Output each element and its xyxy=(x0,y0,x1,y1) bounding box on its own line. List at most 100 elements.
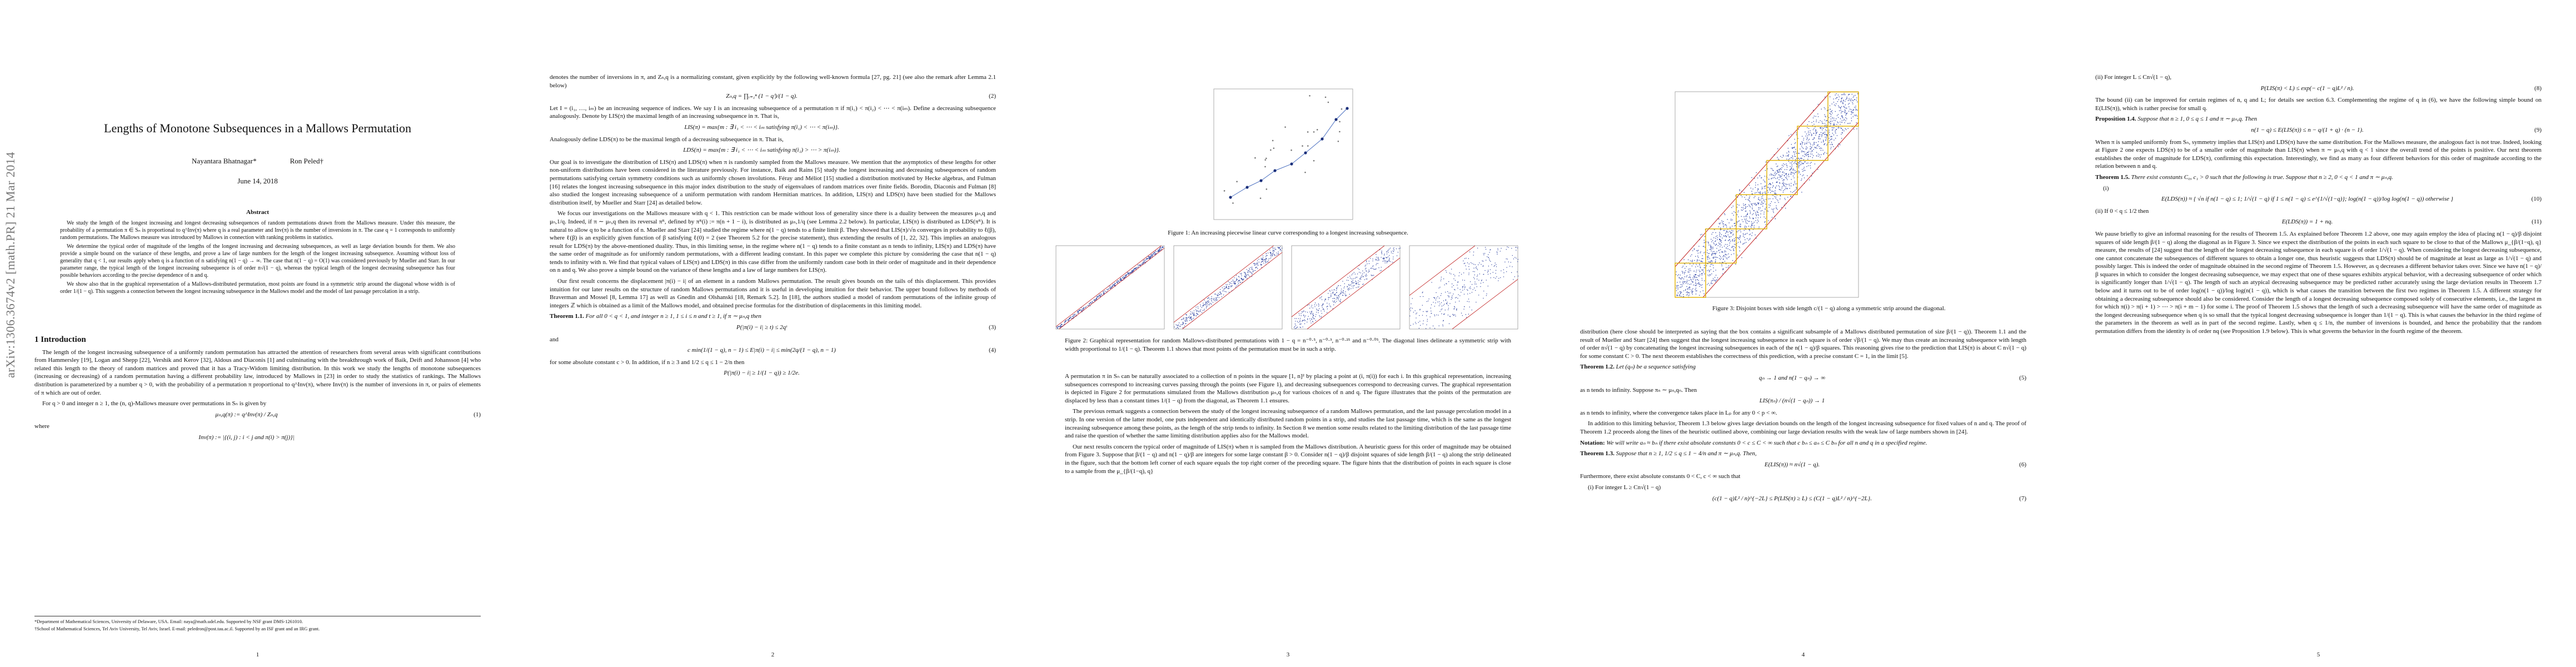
point xyxy=(1831,142,1832,143)
point xyxy=(1426,311,1427,312)
theorem: Theorem 1.3. Suppose that n ≥ 1, 1/2 ≤ q… xyxy=(1580,450,2026,458)
point xyxy=(1229,196,1232,199)
point xyxy=(1318,303,1319,305)
point xyxy=(1830,121,1831,122)
point xyxy=(1337,298,1338,299)
point xyxy=(1348,280,1349,281)
strip-line xyxy=(1702,122,1859,298)
abstract-paragraph: We show also that in the graphical repre… xyxy=(60,281,455,295)
point xyxy=(1149,257,1150,258)
point xyxy=(1453,285,1454,286)
point xyxy=(1344,286,1345,287)
point xyxy=(1830,113,1831,115)
point xyxy=(1702,269,1703,270)
point xyxy=(1466,268,1467,270)
point xyxy=(1324,299,1326,300)
point xyxy=(1228,286,1229,287)
point xyxy=(1315,316,1316,317)
point xyxy=(1391,252,1392,253)
point xyxy=(1127,273,1128,275)
point xyxy=(1321,137,1324,141)
point xyxy=(1061,326,1062,327)
point xyxy=(1351,281,1352,282)
point xyxy=(1793,191,1795,192)
point xyxy=(1354,273,1356,275)
point xyxy=(1311,311,1312,312)
frame xyxy=(1055,245,1165,330)
equation: (c(1 − q)L² / n)^{−2L} ≤ P(LIS(π) ≥ L) ≤… xyxy=(1580,495,2026,503)
point xyxy=(1474,283,1476,285)
point xyxy=(1728,256,1730,257)
point xyxy=(1811,135,1812,136)
point xyxy=(1100,296,1102,297)
point xyxy=(1459,272,1460,273)
point xyxy=(1756,215,1757,216)
point xyxy=(1359,278,1361,280)
point xyxy=(1294,323,1296,325)
point xyxy=(1307,319,1308,320)
point xyxy=(1687,291,1688,292)
point xyxy=(1841,128,1842,129)
point xyxy=(1467,293,1468,295)
point xyxy=(1245,273,1247,275)
point xyxy=(1845,115,1846,116)
point xyxy=(1827,125,1828,126)
point xyxy=(1114,283,1115,285)
point xyxy=(1712,257,1713,258)
point xyxy=(1734,243,1735,245)
point xyxy=(1243,279,1244,280)
point xyxy=(1720,259,1721,260)
point xyxy=(1177,327,1178,328)
point xyxy=(1738,238,1740,240)
abstract: Abstract We study the length of the long… xyxy=(60,209,455,297)
point xyxy=(1149,258,1150,260)
point xyxy=(1791,167,1792,168)
point xyxy=(1143,262,1144,263)
point xyxy=(1131,272,1132,273)
point xyxy=(1806,143,1807,144)
point xyxy=(1463,272,1464,273)
point xyxy=(1703,242,1705,243)
point xyxy=(1830,148,1831,150)
point xyxy=(1334,294,1336,295)
point xyxy=(1449,316,1451,317)
point xyxy=(1743,205,1745,206)
point xyxy=(1337,140,1339,142)
point xyxy=(1715,232,1716,233)
point xyxy=(1795,151,1796,152)
paragraph: (ii) For integer L ≤ Cn√(1 − q), xyxy=(2095,74,2172,81)
point xyxy=(1216,300,1217,301)
point xyxy=(1745,216,1746,217)
point xyxy=(1113,284,1114,285)
paragraph: When π is sampled uniformly from Sₙ, sym… xyxy=(2095,138,2542,170)
point xyxy=(1181,319,1182,320)
point xyxy=(1788,185,1790,186)
point xyxy=(1728,245,1730,246)
point xyxy=(1225,284,1227,285)
point xyxy=(1785,188,1786,189)
point xyxy=(1456,297,1457,298)
point xyxy=(1719,255,1720,256)
point xyxy=(1396,248,1397,250)
point xyxy=(1727,246,1728,247)
point xyxy=(1448,281,1449,282)
point xyxy=(1802,171,1803,172)
point xyxy=(1321,296,1322,297)
point xyxy=(1777,177,1778,178)
point xyxy=(1366,273,1367,275)
strip-line xyxy=(1291,245,1385,317)
point xyxy=(1427,318,1428,320)
point xyxy=(1453,308,1454,310)
point xyxy=(1760,207,1761,208)
point xyxy=(1854,99,1855,100)
point xyxy=(1120,278,1122,280)
point xyxy=(1338,285,1339,286)
point xyxy=(1781,176,1782,177)
point xyxy=(1807,158,1808,160)
point xyxy=(1726,236,1727,237)
theorem-label: Proposition 1.4. xyxy=(2095,116,2136,123)
point xyxy=(1447,291,1448,292)
point xyxy=(1796,164,1797,165)
point xyxy=(1761,202,1762,203)
point xyxy=(1339,121,1341,123)
